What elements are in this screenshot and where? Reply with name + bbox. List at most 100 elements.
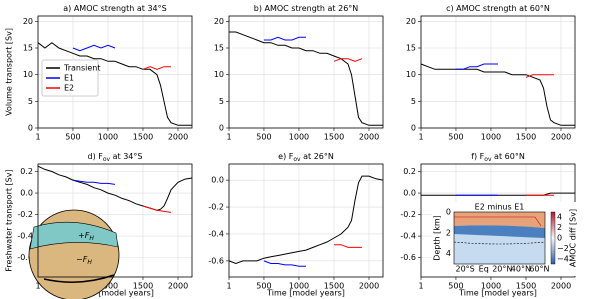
panel-title-sub: ov xyxy=(484,156,492,163)
x-tick-label: 1500 xyxy=(516,133,536,142)
legend-label: Transient xyxy=(63,64,101,73)
inset-positive xyxy=(454,212,545,228)
colorbar-tick-label: −4 xyxy=(557,254,569,263)
x-tick-label: 1500 xyxy=(133,282,153,291)
series-line xyxy=(229,31,383,126)
y-tick-label: 0.0 xyxy=(403,189,416,198)
x-tick-label: 1000 xyxy=(289,133,309,142)
colorbar-tick-label: 0 xyxy=(557,234,562,243)
y-tick-label: 10 xyxy=(406,70,416,79)
series-line xyxy=(333,58,363,62)
x-tick-label: 1 xyxy=(35,133,40,142)
y-axis-label: Volume transport [Sv] xyxy=(5,28,14,116)
series-line xyxy=(263,36,306,41)
y-tick-label: -0.4 xyxy=(400,232,416,241)
panel-title-part: a) AMOC strength at 34°S xyxy=(63,4,166,13)
series-line xyxy=(420,63,575,126)
y-tick-label: -0.6 xyxy=(17,253,33,262)
panel-title: c) AMOC strength at 60°N xyxy=(446,4,550,13)
y-tick-label: 20 xyxy=(406,17,416,26)
series-line xyxy=(455,63,498,70)
y-tick-label: -0.6 xyxy=(400,253,416,262)
y-tick-label: 10 xyxy=(23,70,33,79)
globe-label-part: +F xyxy=(78,231,90,240)
x-tick-label: 500 xyxy=(256,133,271,142)
y-tick-label: 10 xyxy=(214,70,224,79)
inset-contour xyxy=(453,241,546,245)
legend-box xyxy=(41,59,99,97)
x-tick-label: 1000 xyxy=(289,282,309,291)
x-tick-label: 1500 xyxy=(324,133,344,142)
globe-ocean xyxy=(29,221,119,250)
globe-label-part: −F xyxy=(76,255,88,264)
globe-label-sub: H xyxy=(89,235,94,242)
inset-title: E2 minus E1 xyxy=(475,203,525,212)
panel-title: e) Fov at 26°N xyxy=(278,152,334,164)
inset-y-tick-label: 2 xyxy=(446,228,451,237)
panel-title-part: e) F xyxy=(278,152,294,161)
x-tick-label: 2000 xyxy=(551,133,571,142)
y-tick-label: 15 xyxy=(406,44,416,53)
y-axis-label: Freshwater transport [Sv] xyxy=(5,169,14,271)
globe-label: +FH xyxy=(78,231,94,243)
panel-title-part: d) F xyxy=(88,152,104,161)
x-tick-label: 500 xyxy=(65,133,80,142)
series-line xyxy=(37,42,192,126)
x-axis-label: Time [model years] xyxy=(458,289,537,298)
y-tick-label: -0.4 xyxy=(17,232,33,241)
x-axis-label: Time [model years] xyxy=(75,289,154,298)
panel-title-part: at 26°N xyxy=(301,152,334,161)
x-tick-label: 1 xyxy=(35,282,40,291)
y-tick-label: 0 xyxy=(219,124,224,133)
x-tick-label: 500 xyxy=(256,282,271,291)
y-tick-label: 15 xyxy=(214,44,224,53)
inset-negative xyxy=(454,225,545,238)
x-tick-label: 500 xyxy=(448,282,463,291)
y-tick-label: -0.2 xyxy=(400,210,416,219)
x-tick-label: 2000 xyxy=(359,282,379,291)
legend-label: E1 xyxy=(64,74,74,83)
series-line xyxy=(72,44,116,52)
x-tick-label: 500 xyxy=(448,133,463,142)
x-tick-label: 1500 xyxy=(516,282,536,291)
panel-title: d) Fov at 34°S xyxy=(88,152,143,164)
y-tick-label: 5 xyxy=(28,97,33,106)
colorbar-label: AMOC diff [Sv] xyxy=(569,209,578,267)
inset-x-tick-label: 60°N xyxy=(529,265,549,274)
series-line xyxy=(334,244,362,248)
x-tick-label: 1 xyxy=(226,282,231,291)
globe-label: −FH xyxy=(76,255,92,267)
y-tick-label: -0.2 xyxy=(17,210,33,219)
plot-frame xyxy=(37,15,193,129)
y-tick-label: 0 xyxy=(28,124,33,133)
inset-y-label: Depth [km] xyxy=(433,215,442,261)
inset-x-tick-label: Eq xyxy=(479,265,489,274)
series-line xyxy=(142,205,172,213)
y-tick-label: 0.0 xyxy=(211,176,224,185)
plot-frame xyxy=(37,163,193,278)
y-tick-label: 5 xyxy=(411,97,416,106)
plot-frame xyxy=(228,15,384,129)
inset-x-tick-label: 40°N xyxy=(511,265,531,274)
x-tick-label: 2000 xyxy=(551,282,571,291)
x-tick-label: 1000 xyxy=(481,133,501,142)
series-line xyxy=(263,260,306,267)
y-tick-label: -0.2 xyxy=(208,203,224,212)
x-tick-label: 1500 xyxy=(133,133,153,142)
plot-frame xyxy=(228,163,384,278)
y-tick-label: 5 xyxy=(219,97,224,106)
y-tick-label: -0.6 xyxy=(208,256,224,265)
colorbar-tick-label: −2 xyxy=(557,244,569,253)
colorbar xyxy=(550,211,556,265)
panel-title-part: f) F xyxy=(471,152,484,161)
colorbar-tick-label: 4 xyxy=(557,213,562,222)
x-tick-label: 1000 xyxy=(98,282,118,291)
series-line xyxy=(37,165,193,211)
y-tick-label: 0.2 xyxy=(20,167,33,176)
y-tick-label: 15 xyxy=(23,44,33,53)
colorbar-tick-label: 2 xyxy=(557,223,562,232)
panel-title-part: b) AMOC strength at 26°N xyxy=(254,4,359,13)
plot-frame xyxy=(420,15,576,129)
inset-contour xyxy=(454,216,542,227)
